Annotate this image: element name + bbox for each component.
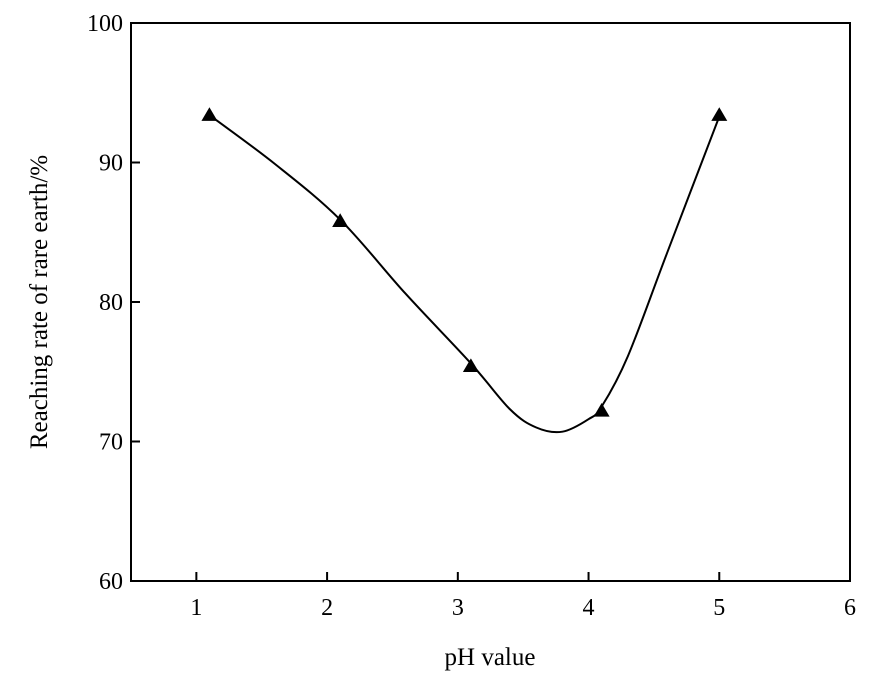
- data-point-triangle: [201, 107, 218, 121]
- x-axis-ticks: 1 2 3 4 5 6: [190, 572, 856, 621]
- y-tick-label: 60: [99, 569, 123, 595]
- x-tick-label: 4: [583, 595, 595, 621]
- x-axis-title: pH value: [445, 644, 536, 671]
- x-tick-label: 3: [452, 595, 464, 621]
- x-tick-label: 5: [713, 595, 725, 621]
- data-point-triangle: [711, 107, 728, 121]
- data-markers: [201, 107, 728, 417]
- x-tick-label: 6: [844, 595, 856, 621]
- y-tick-label: 100: [87, 11, 123, 37]
- x-tick-label: 1: [190, 595, 202, 621]
- fit-curve-line: [208, 114, 721, 434]
- x-tick-label: 2: [321, 595, 333, 621]
- y-tick-label: 70: [99, 430, 123, 456]
- y-tick-label: 80: [99, 290, 123, 316]
- y-tick-label: 90: [99, 151, 123, 177]
- plot-frame: [130, 22, 851, 582]
- data-point-triangle: [593, 403, 610, 417]
- data-point-triangle: [462, 358, 479, 373]
- y-axis-title: Reaching rate of rare earth/%: [26, 155, 53, 449]
- data-point-triangle: [332, 213, 349, 227]
- y-axis-ticks: 60 70 80 90 100: [87, 11, 140, 595]
